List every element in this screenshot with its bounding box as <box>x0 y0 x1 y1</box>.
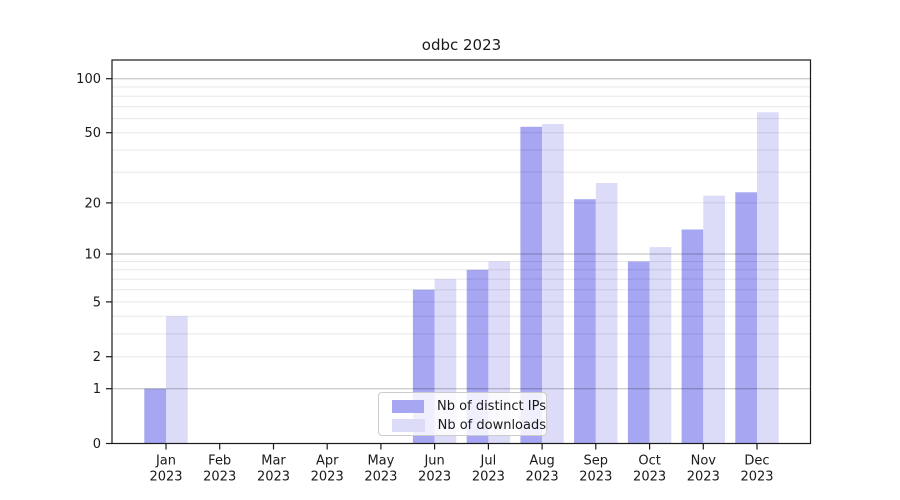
x-tick-label-year-sep: 2023 <box>579 470 612 485</box>
x-tick-label-year-jan: 2023 <box>149 470 182 485</box>
bar-nb-of-distinct-ips-aug <box>520 126 543 444</box>
x-tick-label-month-jun: Jun <box>423 454 444 469</box>
bar-nb-of-downloads-oct <box>649 247 672 444</box>
plot-border <box>111 59 812 445</box>
bar-nb-of-distinct-ips-oct <box>627 261 650 444</box>
x-tick-label-month-aug: Aug <box>529 454 554 469</box>
x-tick-label-year-jun: 2023 <box>418 470 451 485</box>
x-tick-label-year-may: 2023 <box>364 470 397 485</box>
x-tick-label-month-sep: Sep <box>584 454 609 469</box>
x-tick-label-year-oct: 2023 <box>633 470 666 485</box>
legend-label-downloads: Nb of downloads <box>437 418 546 433</box>
legend-entry-distinct-ips: Nb of distinct IPs <box>392 398 546 415</box>
bar-nb-of-downloads-sep <box>595 183 618 444</box>
bar-nb-of-distinct-ips-nov <box>681 229 704 444</box>
y-axis: 0 1 2 5 10 20 50 100 <box>76 72 112 452</box>
x-tick-label-year-dec: 2023 <box>740 470 773 485</box>
x-tick-label-month-may: May <box>367 454 394 469</box>
x-tick-label-year-nov: 2023 <box>687 470 720 485</box>
bar-nb-of-downloads-nov <box>703 195 725 444</box>
x-tick-label-month-apr: Apr <box>316 454 339 469</box>
x-tick-label-month-dec: Dec <box>744 454 769 469</box>
x-tick-label-month-feb: Feb <box>208 454 231 469</box>
y-tick-label-50: 50 <box>84 126 101 141</box>
legend-swatch-distinct-ips <box>392 400 425 413</box>
bar-nb-of-distinct-ips-jan <box>144 388 166 444</box>
y-tick-label-0: 0 <box>93 437 101 452</box>
x-tick-label-month-jan: Jan <box>155 454 176 469</box>
bar-nb-of-distinct-ips-dec <box>735 192 757 444</box>
bar-nb-of-downloads-aug <box>542 123 564 444</box>
x-tick-label-year-jul: 2023 <box>472 470 505 485</box>
y-tick-label-20: 20 <box>84 196 101 211</box>
bar-nb-of-downloads-dec <box>757 112 779 444</box>
x-tick-label-month-nov: Nov <box>691 454 717 469</box>
legend-entry-downloads: Nb of downloads <box>392 417 546 434</box>
y-tick-label-10: 10 <box>84 248 101 263</box>
bar-nb-of-downloads-jan <box>166 316 188 444</box>
legend-swatch-downloads <box>392 419 425 432</box>
y-tick-label-2: 2 <box>93 350 101 365</box>
chart-title: odbc 2023 <box>421 36 502 54</box>
y-tick-label-1: 1 <box>93 382 101 397</box>
x-tick-label-month-jul: Jul <box>480 454 497 469</box>
bar-nb-of-distinct-ips-sep <box>574 199 596 444</box>
legend-label-distinct-ips: Nb of distinct IPs <box>437 399 546 414</box>
y-tick-label-5: 5 <box>93 295 101 310</box>
x-tick-label-year-apr: 2023 <box>311 470 344 485</box>
x-tick-label-year-feb: 2023 <box>203 470 236 485</box>
x-tick-label-month-oct: Oct <box>638 454 660 469</box>
legend: Nb of distinct IPs Nb of downloads <box>378 392 547 436</box>
x-axis: Jan2023Feb2023Mar2023Apr2023May2023Jun20… <box>149 443 774 485</box>
y-tick-label-100: 100 <box>76 72 101 87</box>
x-tick-label-year-aug: 2023 <box>526 470 559 485</box>
x-tick-label-year-mar: 2023 <box>257 470 290 485</box>
x-tick-label-month-mar: Mar <box>261 454 286 469</box>
gridlines-group <box>112 78 811 390</box>
